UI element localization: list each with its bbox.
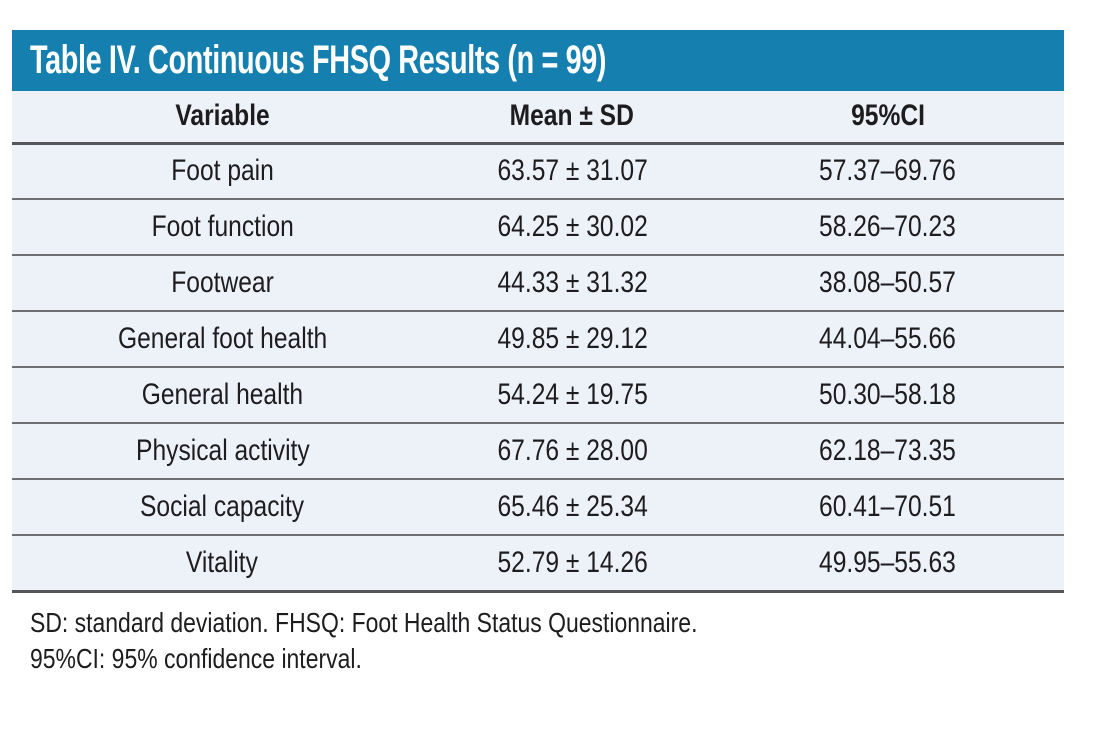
footnote-line-2: 95%CI: 95% confidence interval.: [30, 641, 1064, 677]
row-ci-cell: 38.08–50.57: [711, 254, 1064, 311]
row-variable-cell: Physical activity: [12, 422, 433, 479]
row-variable-cell: General health: [12, 366, 433, 423]
table-body: Foot pain 63.57 ± 31.07 57.37–69.76 Foot fu…: [12, 143, 1064, 593]
column-header-row: Variable Mean ± SD 95%CI: [12, 91, 1064, 145]
row-ci-cell: 62.18–73.35: [711, 422, 1064, 479]
row-mean-sd-cell-text: 52.79 ± 14.26: [497, 545, 648, 579]
table-row: General foot health 49.85 ± 29.12 44.04–55…: [12, 310, 1064, 367]
column-header-95ci: 95%CI: [711, 91, 1064, 145]
row-variable-cell: Vitality: [12, 534, 433, 593]
row-mean-sd-cell-text: 54.24 ± 19.75: [497, 378, 648, 411]
row-ci-cell-text: 62.18–73.35: [819, 434, 957, 467]
table-row: Vitality 52.79 ± 14.26 49.95–55.63: [12, 534, 1064, 593]
row-variable-cell-text: Footwear: [171, 266, 274, 299]
row-variable-cell-text: General foot health: [117, 322, 328, 355]
row-mean-sd-cell-text: 65.46 ± 25.34: [497, 490, 648, 523]
table-row: Social capacity 65.46 ± 25.34 60.41–70.51: [12, 478, 1064, 535]
row-variable-cell: Social capacity: [12, 478, 433, 535]
row-variable-cell-text: Vitality: [186, 545, 259, 579]
row-mean-sd-cell-text: 63.57 ± 31.07: [497, 154, 648, 188]
row-ci-cell: 60.41–70.51: [711, 478, 1064, 535]
row-mean-sd-cell: 54.24 ± 19.75: [432, 366, 712, 423]
row-mean-sd-cell-text: 64.25 ± 30.02: [497, 210, 648, 243]
row-variable-cell: Foot function: [12, 198, 433, 255]
row-ci-cell: 49.95–55.63: [711, 534, 1064, 593]
row-mean-sd-cell: 49.85 ± 29.12: [432, 310, 712, 367]
row-mean-sd-cell-text: 67.76 ± 28.00: [497, 434, 648, 467]
row-ci-cell: 50.30–58.18: [711, 366, 1064, 423]
row-variable-cell-text: Foot pain: [171, 154, 274, 188]
row-ci-cell-text: 49.95–55.63: [819, 545, 957, 579]
row-variable-cell-text: Foot function: [151, 210, 294, 243]
row-variable-cell-text: Social capacity: [140, 490, 305, 523]
row-ci-cell-text: 60.41–70.51: [819, 490, 957, 523]
row-ci-cell: 58.26–70.23: [711, 198, 1064, 255]
row-ci-cell-text: 44.04–55.66: [819, 322, 957, 355]
row-variable-cell: Foot pain: [12, 143, 433, 199]
row-mean-sd-cell-text: 49.85 ± 29.12: [497, 322, 648, 355]
column-header-variable-label: Variable: [175, 99, 270, 133]
table-row: Foot function 64.25 ± 30.02 58.26–70.23: [12, 198, 1064, 255]
row-mean-sd-cell: 65.46 ± 25.34: [432, 478, 712, 535]
row-mean-sd-cell-text: 44.33 ± 31.32: [497, 266, 648, 299]
row-mean-sd-cell: 44.33 ± 31.32: [432, 254, 712, 311]
column-header-95ci-label: 95%CI: [850, 99, 925, 133]
row-ci-cell-text: 57.37–69.76: [819, 154, 957, 188]
table-title-bar: Table IV. Continuous FHSQ Results (n = 9…: [12, 30, 1064, 91]
fhsq-results-table: Table IV. Continuous FHSQ Results (n = 9…: [12, 30, 1064, 677]
column-header-variable: Variable: [12, 91, 433, 145]
row-variable-cell-text: General health: [141, 378, 304, 411]
row-ci-cell: 57.37–69.76: [711, 143, 1064, 199]
row-ci-cell-text: 50.30–58.18: [819, 378, 957, 411]
row-variable-cell-text: Physical activity: [135, 434, 310, 467]
table-row: Physical activity 67.76 ± 28.00 62.18–73.3…: [12, 422, 1064, 479]
column-header-mean-sd: Mean ± SD: [432, 91, 712, 145]
footnote-line-1: SD: standard deviation. FHSQ: Foot Healt…: [30, 605, 1064, 641]
column-header-mean-sd-label: Mean ± SD: [510, 99, 635, 133]
footnote-line-2-text: 95%CI: 95% confidence interval.: [30, 642, 362, 674]
row-variable-cell: General foot health: [12, 310, 433, 367]
row-variable-cell: Footwear: [12, 254, 433, 311]
table-row: Foot pain 63.57 ± 31.07 57.37–69.76: [12, 143, 1064, 199]
row-mean-sd-cell: 63.57 ± 31.07: [432, 143, 712, 199]
table-row: General health 54.24 ± 19.75 50.30–58.18: [12, 366, 1064, 423]
data-table: Variable Mean ± SD 95%CI Foot pain 63.57 …: [12, 91, 1064, 593]
row-mean-sd-cell: 52.79 ± 14.26: [432, 534, 712, 593]
row-mean-sd-cell: 67.76 ± 28.00: [432, 422, 712, 479]
table-row: Footwear 44.33 ± 31.32 38.08–50.57: [12, 254, 1064, 311]
footnote-line-1-text: SD: standard deviation. FHSQ: Foot Healt…: [30, 606, 698, 638]
row-ci-cell-text: 38.08–50.57: [819, 266, 957, 299]
row-ci-cell-text: 58.26–70.23: [819, 210, 957, 243]
row-mean-sd-cell: 64.25 ± 30.02: [432, 198, 712, 255]
row-ci-cell: 44.04–55.66: [711, 310, 1064, 367]
table-footnotes: SD: standard deviation. FHSQ: Foot Healt…: [12, 593, 1064, 677]
table-title: Table IV. Continuous FHSQ Results (n = 9…: [30, 38, 607, 82]
